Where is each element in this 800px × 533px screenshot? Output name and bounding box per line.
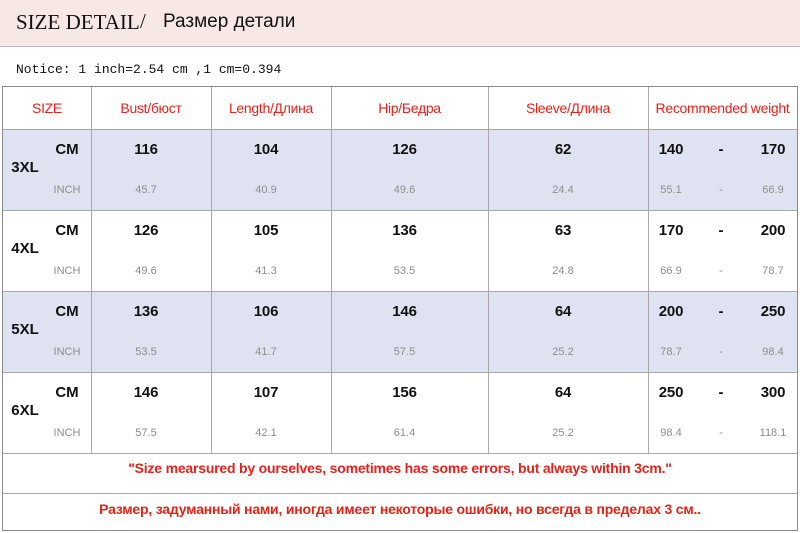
weight-dash: - [718, 222, 724, 239]
unit-inch-label: INCH [53, 346, 81, 358]
cm-value-sleeve: 62 [554, 141, 572, 158]
inch-value-sleeve: 25.2 [552, 346, 574, 358]
weight-dash: - [718, 141, 724, 158]
cm-weight-min: 200 [658, 303, 684, 320]
col-header-hip: Hip/Бедра [378, 100, 441, 116]
note-ru: Размер, задуманный нами, иногда имеет не… [99, 501, 701, 517]
size-table: SIZE Bust/бюст Length/Длина Hip/Бедра Sleeve… [2, 86, 798, 531]
weight-dash: - [719, 427, 723, 439]
note-en: "Size mearsured by ourselves, sometimes … [128, 460, 672, 476]
column-divider [331, 87, 332, 453]
col-header-length: Length/Длина [228, 100, 314, 116]
inch-weight-min: 78.7 [660, 346, 682, 358]
cm-value-length: 106 [253, 303, 279, 320]
cm-weight-min: 250 [658, 384, 684, 401]
inch-weight-max: 66.9 [762, 184, 784, 196]
cm-weight-max: 250 [760, 303, 786, 320]
cm-value-hip: 126 [392, 141, 417, 158]
row-shade [3, 129, 797, 210]
weight-dash: - [718, 303, 724, 320]
unit-cm-label: CM [55, 141, 79, 158]
cm-value-hip: 136 [392, 222, 417, 239]
row-divider [3, 291, 797, 292]
inch-value-bust: 49.6 [135, 265, 157, 277]
size-label: 3XL [11, 159, 39, 176]
inch-value-hip: 61.4 [393, 427, 416, 439]
inch-value-sleeve: 24.8 [552, 265, 574, 277]
unit-cm-label: CM [55, 384, 79, 401]
unit-inch-label: INCH [53, 427, 81, 439]
inch-value-length: 40.9 [255, 184, 277, 196]
header-title-ru: Размер детали [163, 11, 296, 32]
col-header-size: SIZE [32, 100, 62, 116]
row-divider [3, 372, 797, 373]
cm-weight-max: 200 [760, 222, 786, 239]
column-divider [91, 87, 92, 453]
inch-value-length: 42.1 [255, 427, 277, 439]
cm-value-bust: 116 [134, 141, 158, 158]
column-divider [488, 87, 489, 453]
inch-value-sleeve: 24.4 [552, 184, 574, 196]
size-label: 6XL [11, 402, 39, 419]
inch-value-bust: 53.5 [135, 346, 157, 358]
cm-value-hip: 156 [392, 384, 417, 401]
inch-value-length: 41.7 [255, 346, 277, 358]
row-divider [3, 493, 797, 494]
cm-value-sleeve: 63 [554, 222, 572, 239]
inch-value-hip: 57.5 [393, 346, 416, 358]
col-header-sleeve: Sleeve/Длина [525, 100, 611, 116]
cm-weight-max: 170 [760, 141, 786, 158]
unit-cm-label: CM [55, 303, 79, 320]
unit-inch-label: INCH [53, 184, 81, 196]
inch-value-sleeve: 25.2 [552, 427, 574, 439]
cm-value-bust: 136 [133, 303, 159, 320]
inch-weight-max: 78.7 [762, 265, 784, 277]
cm-value-sleeve: 64 [554, 303, 572, 320]
col-header-weight: Recommended weight [655, 100, 790, 116]
cm-weight-min: 170 [658, 222, 684, 239]
column-divider [211, 87, 212, 453]
unit-cm-label: CM [55, 222, 79, 239]
cm-value-sleeve: 64 [554, 384, 572, 401]
conversion-notice: Notice: 1 inch=2.54 cm ,1 cm=0.394 [16, 62, 282, 77]
inch-value-bust: 45.7 [135, 184, 157, 196]
cm-weight-min: 140 [658, 141, 684, 158]
inch-value-bust: 57.5 [135, 427, 157, 439]
weight-dash: - [719, 184, 723, 196]
col-header-bust: Bust/бюст [120, 100, 182, 116]
inch-weight-max: 98.4 [762, 346, 784, 358]
column-divider [648, 87, 649, 453]
inch-value-hip: 53.5 [393, 265, 416, 277]
cm-value-bust: 126 [133, 222, 159, 239]
cm-value-length: 105 [253, 222, 279, 239]
header-title-en: SIZE DETAIL [16, 10, 140, 34]
cm-value-hip: 146 [392, 303, 417, 320]
cm-value-length: 104 [253, 141, 279, 158]
inch-weight-min: 55.1 [660, 184, 682, 196]
cm-value-length: 107 [253, 384, 279, 401]
weight-dash: - [718, 384, 724, 401]
weight-dash: - [719, 265, 723, 277]
inch-weight-min: 66.9 [660, 265, 682, 277]
header-separator: / [140, 9, 146, 33]
inch-value-length: 41.3 [255, 265, 277, 277]
row-divider [3, 129, 797, 130]
weight-dash: - [719, 346, 723, 358]
size-label: 5XL [11, 321, 39, 338]
row-divider [3, 210, 797, 211]
page-header: SIZE DETAIL / Размер детали [0, 0, 800, 47]
inch-weight-max: 118.1 [759, 427, 787, 439]
unit-inch-label: INCH [53, 265, 81, 277]
row-divider [3, 453, 797, 454]
size-label: 4XL [11, 240, 39, 257]
row-shade [3, 291, 797, 372]
cm-weight-max: 300 [760, 384, 786, 401]
cm-value-bust: 146 [133, 384, 159, 401]
inch-weight-min: 98.4 [660, 427, 682, 439]
inch-value-hip: 49.6 [393, 184, 416, 196]
